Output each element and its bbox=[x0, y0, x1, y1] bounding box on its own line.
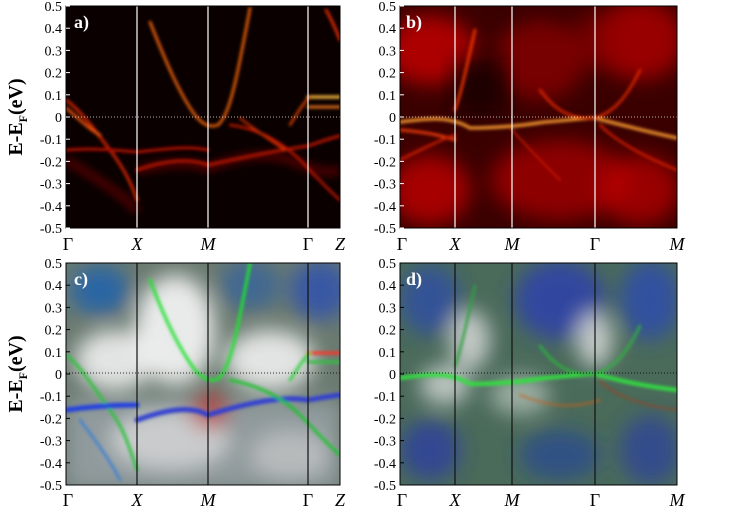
y-tick-label: 0 bbox=[55, 111, 62, 126]
y-tick-label: -0.3 bbox=[40, 178, 62, 193]
k-point-label: Γ bbox=[590, 490, 600, 510]
y-tick-label: -0.4 bbox=[40, 200, 62, 215]
y-tick-label: 0.1 bbox=[45, 89, 63, 104]
y-tick-label: 0.2 bbox=[379, 67, 397, 82]
k-point-label: Γ bbox=[63, 490, 73, 510]
k-point-label: Γ bbox=[397, 490, 407, 510]
k-point-label: Γ bbox=[303, 490, 313, 510]
y-tick-label: -0.5 bbox=[374, 479, 396, 494]
y-tick-label: -0.3 bbox=[40, 435, 62, 450]
y-tick-label: 0.5 bbox=[45, 0, 63, 15]
k-point-label: X bbox=[449, 234, 462, 254]
y-tick-label: 0.2 bbox=[379, 324, 397, 339]
y-tick-label: -0.3 bbox=[374, 178, 396, 193]
y-tick-label: -0.5 bbox=[374, 222, 396, 237]
y-tick-label: 0.1 bbox=[45, 346, 63, 361]
k-point-label: Γ bbox=[590, 234, 600, 254]
y-tick-label: -0.2 bbox=[40, 412, 62, 427]
k-point-label: Γ bbox=[63, 234, 73, 254]
panel-d: d) bbox=[399, 262, 678, 486]
k-point-label: X bbox=[131, 234, 144, 254]
k-point-label: Z bbox=[335, 234, 346, 254]
y-tick-label: 0.5 bbox=[379, 257, 397, 272]
y-tick-label: 0.3 bbox=[379, 44, 397, 59]
k-point-label: Γ bbox=[397, 234, 407, 254]
panel-label: b) bbox=[406, 12, 422, 33]
k-point-label: Γ bbox=[303, 234, 313, 254]
y-tick-label: 0.4 bbox=[379, 22, 397, 37]
y-tick-label: -0.5 bbox=[40, 479, 62, 494]
y-tick-label: 0.3 bbox=[45, 44, 63, 59]
y-tick-label: -0.4 bbox=[374, 457, 396, 472]
y-tick-label: 0 bbox=[389, 368, 396, 383]
panel-b: b) bbox=[399, 5, 678, 229]
y-tick-label: 0 bbox=[389, 111, 396, 126]
y-tick-label: 0.3 bbox=[379, 301, 397, 316]
y-tick-label: -0.5 bbox=[40, 222, 62, 237]
y-tick-label: -0.2 bbox=[374, 412, 396, 427]
panel-label: d) bbox=[406, 269, 422, 290]
y-tick-label: -0.1 bbox=[40, 133, 62, 148]
y-tick-label: 0.2 bbox=[45, 67, 63, 82]
k-point-label: M bbox=[200, 490, 217, 510]
y-tick-label: 0.1 bbox=[379, 346, 397, 361]
y-tick-label: 0.1 bbox=[379, 89, 397, 104]
y-tick-label: -0.1 bbox=[40, 390, 62, 405]
y-tick-label: 0.3 bbox=[45, 301, 63, 316]
y-tick-label: 0.5 bbox=[45, 257, 63, 272]
y-tick-label: 0.5 bbox=[379, 0, 397, 15]
k-point-label: M bbox=[200, 234, 217, 254]
y-tick-label: 0.4 bbox=[379, 279, 397, 294]
k-point-label: M bbox=[669, 234, 686, 254]
k-point-label: X bbox=[131, 490, 144, 510]
y-tick-label: 0.4 bbox=[45, 22, 63, 37]
y-tick-label: 0 bbox=[55, 368, 62, 383]
y-tick-label: -0.1 bbox=[374, 133, 396, 148]
k-point-label: X bbox=[449, 490, 462, 510]
y-axis-title: E-EF(eV) bbox=[5, 335, 30, 412]
y-tick-label: -0.2 bbox=[374, 155, 396, 170]
panel-c: c) bbox=[65, 262, 341, 486]
y-axis-title: E-EF(eV) bbox=[5, 78, 30, 155]
panel-label: a) bbox=[74, 12, 89, 33]
k-point-label: M bbox=[504, 490, 521, 510]
k-point-label: M bbox=[504, 234, 521, 254]
y-tick-label: -0.1 bbox=[374, 390, 396, 405]
k-point-label: Z bbox=[335, 490, 346, 510]
y-tick-label: -0.2 bbox=[40, 155, 62, 170]
k-point-label: M bbox=[669, 490, 686, 510]
y-tick-label: 0.4 bbox=[45, 279, 63, 294]
panel-a: a) bbox=[65, 5, 341, 229]
y-tick-label: -0.3 bbox=[374, 435, 396, 450]
y-tick-label: -0.4 bbox=[374, 200, 396, 215]
y-tick-label: 0.2 bbox=[45, 324, 63, 339]
panel-label: c) bbox=[74, 269, 88, 290]
y-tick-label: -0.4 bbox=[40, 457, 62, 472]
